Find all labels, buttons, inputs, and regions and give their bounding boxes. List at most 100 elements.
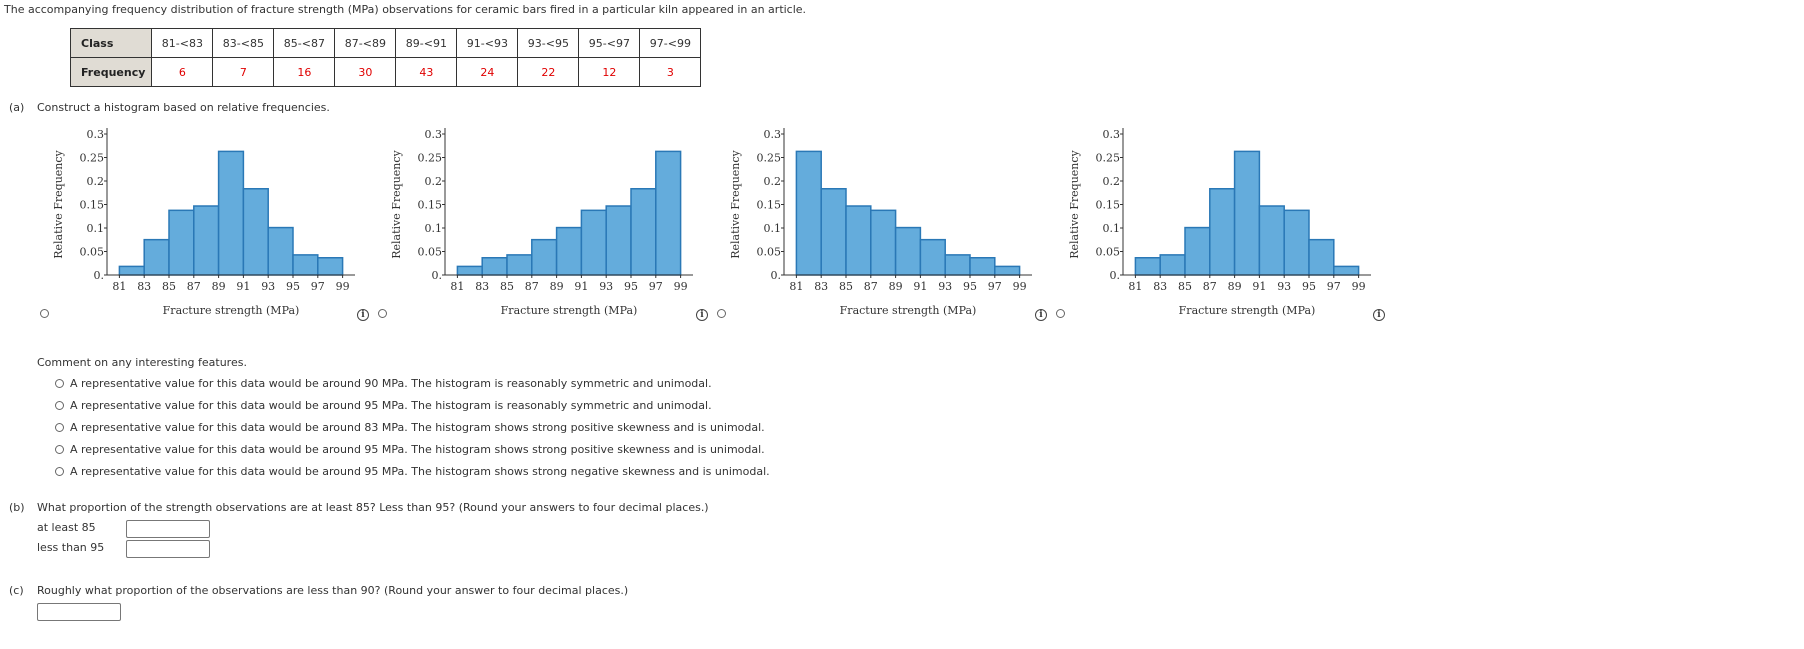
frequency-cell: 30 bbox=[334, 57, 397, 87]
histogram-bar bbox=[506, 254, 533, 276]
x-tick-label: 95 bbox=[963, 280, 977, 293]
frequency-cell: 16 bbox=[273, 57, 336, 87]
at-least-85-input[interactable] bbox=[126, 520, 210, 538]
histogram-bar bbox=[580, 209, 607, 276]
comment-option-2[interactable]: A representative value for this data wou… bbox=[55, 399, 712, 412]
class-header: Class bbox=[69, 28, 153, 58]
x-tick-label: 99 bbox=[336, 280, 350, 293]
x-tick-label: 83 bbox=[1153, 280, 1167, 293]
comment-option-radio[interactable] bbox=[55, 400, 64, 410]
y-tick-label: 0.05 bbox=[1096, 246, 1121, 259]
comment-option-3[interactable]: A representative value for this data wou… bbox=[55, 421, 765, 434]
class-cell: 81-<83 bbox=[151, 28, 214, 58]
frequency-cell: 12 bbox=[578, 57, 641, 87]
comment-option-text: A representative value for this data wou… bbox=[70, 465, 770, 478]
histogram-bar bbox=[118, 265, 145, 276]
histogram-bar bbox=[267, 226, 294, 276]
y-tick-label: 0.25 bbox=[80, 152, 105, 165]
histogram-bar bbox=[193, 205, 220, 276]
y-tick-label: 0.25 bbox=[418, 152, 443, 165]
class-cell: 93-<95 bbox=[517, 28, 580, 58]
x-tick-label: 81 bbox=[450, 280, 464, 293]
less-than-95-label: less than 95 bbox=[37, 541, 105, 554]
histogram-bar bbox=[919, 238, 946, 276]
class-cell: 83-<85 bbox=[212, 28, 275, 58]
histogram-option-3-radio[interactable] bbox=[717, 309, 726, 318]
comment-option-radio[interactable] bbox=[55, 466, 64, 476]
x-tick-label: 87 bbox=[1203, 280, 1217, 293]
comment-option-radio[interactable] bbox=[55, 444, 64, 454]
y-tick-label: 0.15 bbox=[80, 199, 105, 212]
y-tick-label: 0.3 bbox=[764, 128, 782, 141]
histogram-bar bbox=[994, 265, 1021, 276]
class-cell: 87-<89 bbox=[334, 28, 397, 58]
x-tick-label: 89 bbox=[550, 280, 564, 293]
histogram-bar bbox=[845, 205, 872, 276]
y-tick-label: 0.25 bbox=[1096, 152, 1121, 165]
class-cell: 85-<87 bbox=[273, 28, 336, 58]
histogram-bar bbox=[655, 150, 682, 276]
info-icon[interactable]: i bbox=[696, 309, 708, 321]
x-tick-label: 99 bbox=[1013, 280, 1027, 293]
y-tick-label: 0.2 bbox=[1103, 175, 1121, 188]
info-icon[interactable]: i bbox=[1035, 309, 1047, 321]
y-tick-label: 0.05 bbox=[757, 246, 782, 259]
histogram-bar bbox=[242, 188, 269, 276]
comment-option-4[interactable]: A representative value for this data wou… bbox=[55, 443, 765, 456]
x-axis-label: Fracture strength (MPa) bbox=[501, 304, 638, 317]
comment-option-text: A representative value for this data wou… bbox=[70, 399, 712, 412]
histogram-bar bbox=[1184, 226, 1211, 276]
comment-option-1[interactable]: A representative value for this data wou… bbox=[55, 377, 712, 390]
x-tick-label: 97 bbox=[649, 280, 663, 293]
comment-option-5[interactable]: A representative value for this data wou… bbox=[55, 465, 770, 478]
x-tick-label: 91 bbox=[913, 280, 927, 293]
info-icon[interactable]: i bbox=[357, 309, 369, 321]
intro-text: The accompanying frequency distribution … bbox=[4, 3, 807, 16]
y-tick-label: 0.3 bbox=[1103, 128, 1121, 141]
histogram-bar bbox=[1283, 209, 1310, 276]
less-than-90-input[interactable] bbox=[37, 603, 121, 621]
histogram-option-1-radio[interactable] bbox=[40, 309, 49, 318]
histogram-bar bbox=[1134, 257, 1161, 276]
x-axis-label: Fracture strength (MPa) bbox=[1179, 304, 1316, 317]
frequency-table: Class 81-<83 83-<85 85-<87 87-<89 89-<91… bbox=[69, 28, 702, 87]
frequency-cell: 43 bbox=[395, 57, 458, 87]
part-c-prompt: Roughly what proportion of the observati… bbox=[37, 584, 629, 597]
x-axis-label: Fracture strength (MPa) bbox=[840, 304, 977, 317]
comment-option-radio[interactable] bbox=[55, 378, 64, 388]
histogram-bar bbox=[1209, 188, 1236, 276]
y-tick-label: 0.1 bbox=[425, 222, 443, 235]
histogram-bar bbox=[870, 209, 897, 276]
y-tick-label: 0.3 bbox=[87, 128, 105, 141]
histogram-bar bbox=[531, 238, 558, 276]
histogram-option-2-radio[interactable] bbox=[378, 309, 387, 318]
y-tick-label: 0.1 bbox=[1103, 222, 1121, 235]
y-tick-label: 0.25 bbox=[757, 152, 782, 165]
y-tick-label: 0.2 bbox=[764, 175, 782, 188]
less-than-95-input[interactable] bbox=[126, 540, 210, 558]
y-tick-label: 0.1 bbox=[764, 222, 782, 235]
comment-option-radio[interactable] bbox=[55, 422, 64, 432]
class-cell: 89-<91 bbox=[395, 28, 458, 58]
frequency-cell: 3 bbox=[639, 57, 702, 87]
histogram-chart-2: Relative Frequency 0. 0.05 0.1 0.15 0.2 0.25 0.… bbox=[390, 128, 693, 317]
class-row: Class 81-<83 83-<85 85-<87 87-<89 89-<91… bbox=[69, 28, 702, 58]
x-tick-label: 93 bbox=[938, 280, 952, 293]
at-least-85-label: at least 85 bbox=[37, 521, 96, 534]
class-cell: 91-<93 bbox=[456, 28, 519, 58]
frequency-cell: 24 bbox=[456, 57, 519, 87]
x-tick-label: 81 bbox=[1128, 280, 1142, 293]
x-tick-label: 99 bbox=[1352, 280, 1366, 293]
x-tick-label: 81 bbox=[112, 280, 126, 293]
info-icon[interactable]: i bbox=[1373, 309, 1385, 321]
histogram-bar bbox=[944, 254, 971, 276]
y-tick-label: 0. bbox=[1110, 269, 1121, 282]
x-tick-label: 97 bbox=[988, 280, 1002, 293]
x-tick-label: 97 bbox=[311, 280, 325, 293]
x-tick-label: 93 bbox=[261, 280, 275, 293]
histogram-bar bbox=[1233, 150, 1261, 276]
x-tick-label: 85 bbox=[162, 280, 176, 293]
histogram-chart-1: Relative Frequency 0. 0.05 0.1 0.15 0.2 0.25 0.… bbox=[52, 128, 355, 317]
histogram-option-4-radio[interactable] bbox=[1056, 309, 1065, 318]
x-tick-label: 83 bbox=[814, 280, 828, 293]
